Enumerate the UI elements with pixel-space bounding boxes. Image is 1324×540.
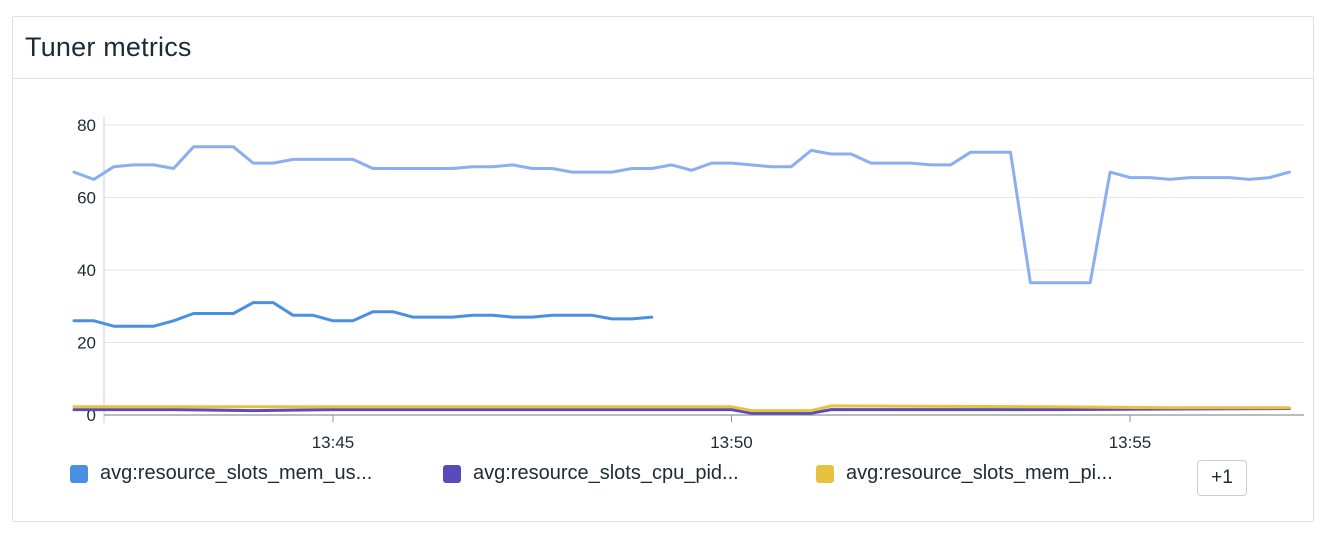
series-line-3 [72, 404, 1291, 413]
tuner-metrics-widget: Tuner metrics [12, 16, 1314, 522]
y-tick-label-80: 80 [77, 116, 96, 135]
chart-legend: avg:resource_slots_mem_us... avg:resourc… [70, 462, 1189, 485]
legend-item-cpu-pid[interactable]: avg:resource_slots_cpu_pid... [443, 462, 816, 485]
legend-more-button[interactable]: +1 [1197, 460, 1247, 496]
widget-header: Tuner metrics [13, 17, 1313, 79]
x-tick-label-1355: 13:55 [1109, 433, 1152, 452]
legend-swatch-mem-pid [816, 464, 834, 483]
series-line-1 [72, 301, 654, 328]
y-tick-label-40: 40 [77, 261, 96, 280]
x-tick-label-1345: 13:45 [312, 433, 355, 452]
legend-swatch-cpu-pid [443, 464, 461, 483]
series-line-2 [72, 407, 1291, 415]
y-tick-label-20: 20 [77, 334, 96, 353]
legend-item-mem-pid[interactable]: avg:resource_slots_mem_pi... [816, 462, 1189, 485]
legend-item-mem-used[interactable]: avg:resource_slots_mem_us... [70, 462, 443, 485]
legend-label-mem-used: avg:resource_slots_mem_us... [100, 462, 373, 484]
widget-title: Tuner metrics [25, 32, 192, 62]
y-tick-label-60: 60 [77, 189, 96, 208]
series-line-0 [72, 145, 1291, 285]
legend-label-cpu-pid: avg:resource_slots_cpu_pid... [473, 462, 739, 484]
x-tick-label-1350: 13:50 [710, 433, 753, 452]
legend-swatch-mem-used [70, 464, 88, 483]
legend-label-mem-pid: avg:resource_slots_mem_pi... [846, 462, 1113, 484]
y-tick-label-0: 0 [87, 406, 96, 425]
